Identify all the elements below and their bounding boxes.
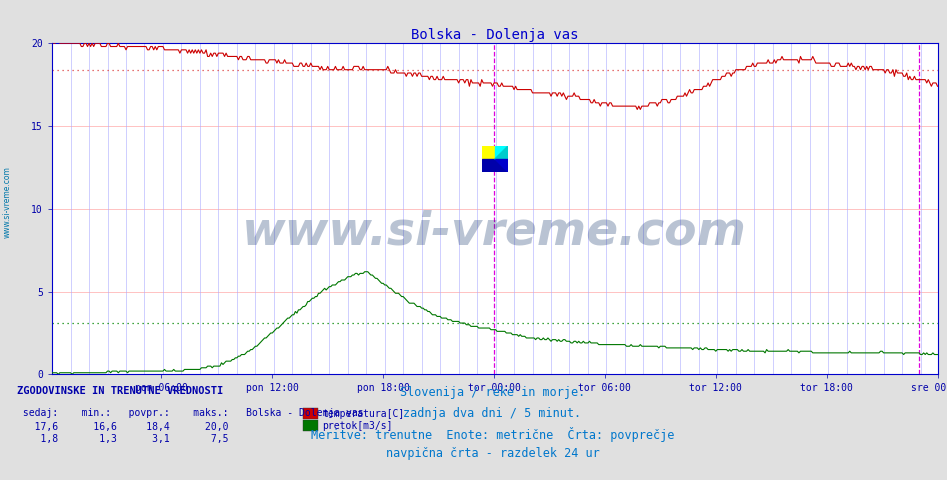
Text: Slovenija / reke in morje.: Slovenija / reke in morje. — [400, 386, 585, 399]
Text: pretok[m3/s]: pretok[m3/s] — [322, 421, 392, 431]
Text: www.si-vreme.com: www.si-vreme.com — [242, 209, 747, 254]
Text: 1,8       1,3      3,1       7,5: 1,8 1,3 3,1 7,5 — [17, 434, 228, 444]
Bar — [482, 159, 509, 172]
Text: sedaj:    min.:   povpr.:    maks.:   Bolska - Dolenja vas: sedaj: min.: povpr.: maks.: Bolska - Dol… — [17, 408, 364, 418]
Polygon shape — [495, 146, 509, 159]
Text: zadnja dva dni / 5 minut.: zadnja dva dni / 5 minut. — [403, 407, 581, 420]
Text: temperatura[C]: temperatura[C] — [322, 409, 404, 419]
Text: www.si-vreme.com: www.si-vreme.com — [3, 166, 12, 238]
Bar — [482, 146, 495, 159]
Text: Meritve: trenutne  Enote: metrične  Črta: povprečje: Meritve: trenutne Enote: metrične Črta: … — [311, 427, 674, 442]
Text: ZGODOVINSKE IN TRENUTNE VREDNOSTI: ZGODOVINSKE IN TRENUTNE VREDNOSTI — [17, 386, 223, 396]
Text: 17,6      16,6     18,4      20,0: 17,6 16,6 18,4 20,0 — [17, 422, 228, 432]
Text: navpična črta - razdelek 24 ur: navpična črta - razdelek 24 ur — [385, 447, 599, 460]
Title: Bolska - Dolenja vas: Bolska - Dolenja vas — [411, 28, 579, 42]
Polygon shape — [495, 159, 509, 172]
Bar — [495, 146, 509, 159]
